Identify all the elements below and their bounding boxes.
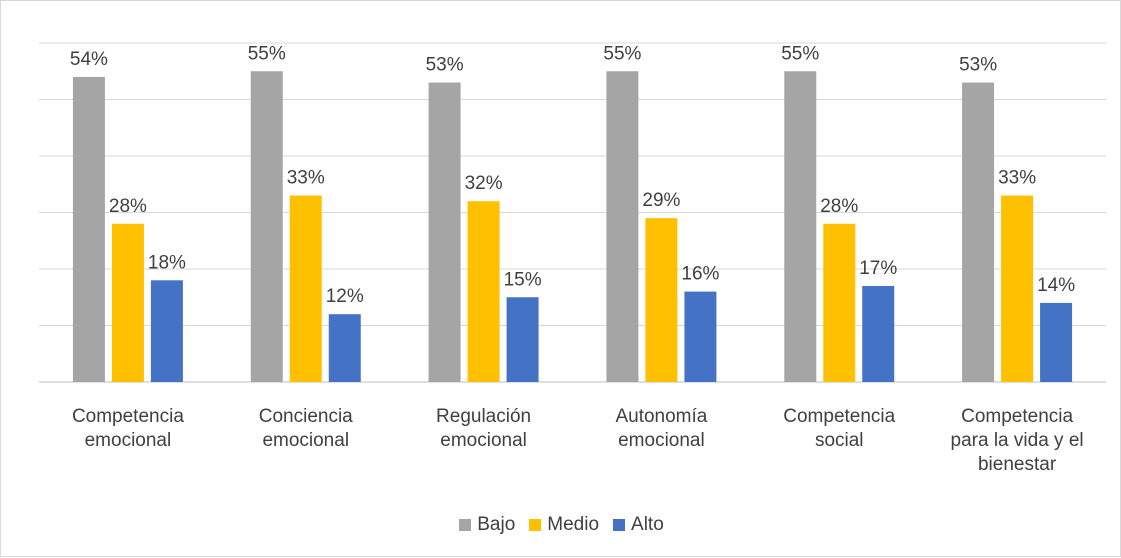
- category-label-line: Competencia: [961, 406, 1073, 427]
- data-label: 55%: [603, 43, 641, 64]
- legend-item-medio: Medio: [529, 514, 599, 536]
- legend: Bajo Medio Alto: [1, 513, 1121, 537]
- legend-label-medio: Medio: [547, 514, 600, 535]
- legend-swatch-alto: [613, 519, 626, 531]
- legend-label-alto: Alto: [631, 514, 664, 535]
- bar-medio: [645, 218, 678, 382]
- category-label-line: bienestar: [978, 454, 1057, 475]
- category-label: Competencia emocional: [72, 406, 184, 451]
- data-label: 55%: [248, 43, 286, 64]
- bar-alto: [150, 280, 183, 382]
- legend-item-alto: Alto: [613, 514, 664, 536]
- data-label: 29%: [642, 190, 680, 211]
- category-label-line: emocional: [85, 430, 172, 451]
- bar-bajo: [606, 71, 639, 382]
- category-label-line: Autonomía: [615, 406, 707, 427]
- category-label-line: Conciencia: [259, 406, 353, 427]
- data-label: 15%: [504, 269, 542, 290]
- category-label-line: Competencia: [783, 406, 895, 427]
- bar-medio: [289, 195, 322, 382]
- data-label: 16%: [681, 264, 719, 285]
- bar-bajo: [784, 71, 817, 382]
- data-label: 53%: [959, 55, 997, 76]
- bar-bajo: [962, 82, 995, 383]
- bar-bajo: [428, 82, 461, 383]
- bar-alto: [862, 285, 895, 382]
- data-label: 54%: [70, 49, 108, 70]
- bar-alto: [328, 314, 361, 382]
- category-label: Autonomía emocional: [615, 406, 707, 451]
- legend-swatch-medio: [529, 519, 542, 531]
- data-label: 33%: [998, 168, 1036, 189]
- category-label: Competencia para la vida y el bienestar: [951, 406, 1084, 475]
- bar-medio: [823, 223, 856, 382]
- data-label: 33%: [287, 168, 325, 189]
- category-label: Conciencia emocional: [259, 406, 353, 451]
- data-label: 53%: [426, 55, 464, 76]
- data-label: 14%: [1037, 275, 1075, 296]
- bar-alto: [506, 297, 539, 382]
- bar-medio: [111, 223, 144, 382]
- category-label-line: Regulación: [436, 406, 531, 427]
- data-label: 17%: [859, 258, 897, 279]
- bar-medio: [1001, 195, 1034, 382]
- bar-bajo: [250, 71, 283, 382]
- bar-medio: [467, 201, 500, 382]
- bar-alto: [684, 291, 717, 382]
- data-label: 55%: [781, 43, 819, 64]
- category-label: Regulación emocional: [436, 406, 531, 451]
- category-label-line: emocional: [262, 430, 349, 451]
- category-label-line: para la vida y el: [951, 430, 1084, 451]
- bar-alto: [1040, 302, 1073, 382]
- data-label: 32%: [465, 173, 503, 194]
- category-label-line: social: [815, 430, 864, 451]
- bar-bajo: [72, 76, 105, 383]
- legend-item-bajo: Bajo: [459, 514, 515, 536]
- legend-label-bajo: Bajo: [477, 514, 516, 535]
- category-label: Competencia social: [783, 406, 895, 451]
- data-label: 28%: [109, 196, 147, 217]
- category-label-line: Competencia: [72, 406, 184, 427]
- category-label-line: emocional: [618, 430, 705, 451]
- data-label: 18%: [148, 252, 186, 273]
- category-label-line: emocional: [440, 430, 527, 451]
- legend-swatch-bajo: [459, 519, 472, 531]
- data-label: 12%: [326, 286, 364, 307]
- data-label: 28%: [820, 196, 858, 217]
